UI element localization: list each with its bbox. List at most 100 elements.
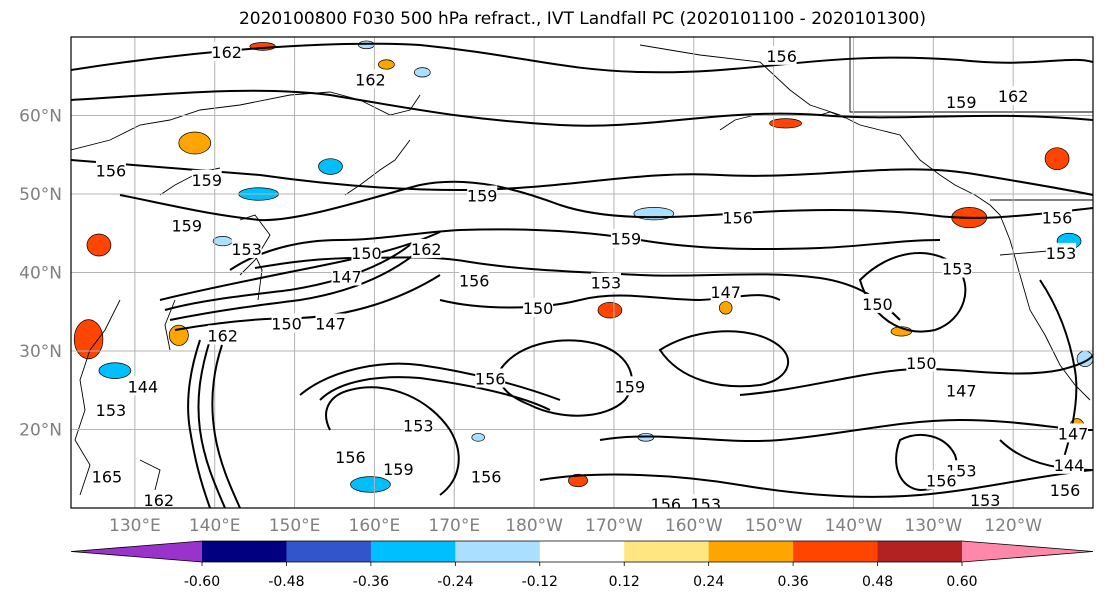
shaded-area [98,362,132,379]
lat-tick-label: 40°N [19,264,62,284]
contour-line [71,159,1093,196]
shaded-area [73,319,104,360]
colorbar: -0.60 -0.48 -0.36 -0.24 -0.12 0.12 0.24 0.36 0.4… [70,540,1094,590]
contour-label: 150 [906,354,937,373]
lat-tick-label: 30°N [19,342,62,362]
lon-tick-label: 120°W [984,516,1042,536]
contour-label-bg [403,415,434,435]
contour-label-bg [331,266,362,286]
chart-title: 2020100800 F030 500 hPa refract., IVT La… [238,9,926,29]
shaded-area [86,233,112,257]
contour-line [658,330,790,388]
contour-label-bg [355,69,386,89]
contour-label: 156 [722,209,753,228]
contour-line [299,362,561,401]
colorbar-segment [877,541,963,562]
lat-lon-grid [71,37,1093,508]
lon-tick-label: 170°W [585,516,643,536]
colorbar-tick-label: -0.24 [437,574,473,590]
colorbar-segment [708,541,794,562]
contour-label-bg [351,242,382,262]
lon-tick-label: 140°W [825,516,883,536]
contour-label-bg [722,207,753,227]
contour-label-bg [315,313,346,333]
contour-line [159,231,441,301]
shaded-area [358,40,375,50]
contour-labels: 162 162 156 159 162 159 156 159 156 159 159 153 150 1… [92,41,1088,514]
contour-label-bg [610,228,641,248]
contour-label: 153 [942,260,973,279]
colorbar-tick-label: 0.48 [862,574,893,590]
contour-label: 153 [96,401,127,420]
contour-label-bg [946,92,977,112]
lon-tick-label: 150°W [745,516,803,536]
contour-label-bg [1042,207,1073,227]
shaded-area [212,236,233,247]
contour-line [858,252,967,333]
contour-label-bg [271,313,302,333]
contour-label: 153 [1046,244,1077,263]
lat-tick-label: 60°N [19,107,62,127]
colorbar-tick-label: 0.24 [693,574,724,590]
contour-label: 156 [471,468,502,487]
contour-label: 159 [611,230,642,249]
contour-label-bg [171,215,202,235]
contour-label: 147 [331,267,362,286]
contour-label-bg [523,297,554,317]
contour-label: 150 [351,244,382,263]
contour-label: 156 [335,448,366,467]
contour-label-bg [766,45,797,65]
coastlines [71,37,1093,496]
contour-label-bg [191,169,222,189]
contour-label: 159 [946,93,977,112]
contour-label: 150 [271,315,302,334]
contour-line [71,89,1093,127]
contour-line [197,339,226,508]
contour-label: 147 [946,381,977,400]
contour-label: 144 [1054,456,1085,475]
contour-label: 144 [128,377,159,396]
contour-label-bg [411,238,442,258]
contour-label-bg [614,376,645,396]
contour-label: 156 [96,161,127,180]
contour-label: 159 [383,460,414,479]
contour-label: 153 [591,274,622,293]
shaded-area [597,301,623,319]
lon-tick-label: 150°E [269,516,321,536]
contour-label-bg [710,282,741,302]
lon-tick-label: 160°E [349,516,401,536]
contour-line [187,339,211,508]
asia-coastline [71,91,421,496]
axis-tick-labels: 130°E 140°E 150°E 160°E 170°E 180°W 170°W 160°W… [19,107,1042,537]
contour-label-bg [998,85,1029,105]
contour-line [498,339,633,417]
contour-label-bg [1050,479,1081,499]
colorbar-tick-label: 0.36 [778,574,809,590]
contour-label: 162 [998,87,1029,106]
contour-label-bg [383,458,414,478]
contour-label-bg [590,272,621,292]
colorbar-tick-label: -0.60 [184,574,220,590]
contour-label-bg [143,490,174,508]
map-frame [70,36,1094,509]
contour-label: 153 [690,495,721,514]
contour-label: 147 [315,315,346,334]
contour-label: 156 [651,495,682,514]
colorbar-tick-label: 0.60 [946,574,977,590]
contour-label: 162 [211,43,242,62]
height-contours [71,42,1093,508]
contour-label-bg [970,490,1001,508]
shaded-area [471,433,485,442]
contour-label: 162 [207,326,238,345]
contour-label: 156 [459,271,490,290]
contour-label-bg [459,270,490,290]
colorbar-segment [370,541,456,562]
contour-label-bg [231,238,262,258]
contour-label-bg [862,293,893,313]
contour-label: 162 [411,240,442,259]
contour-label-bg [211,41,242,61]
contour-label-bg [127,376,158,396]
lon-tick-label: 160°W [665,516,723,536]
contour-label-bg [1054,454,1085,474]
contour-label: 153 [403,417,434,436]
